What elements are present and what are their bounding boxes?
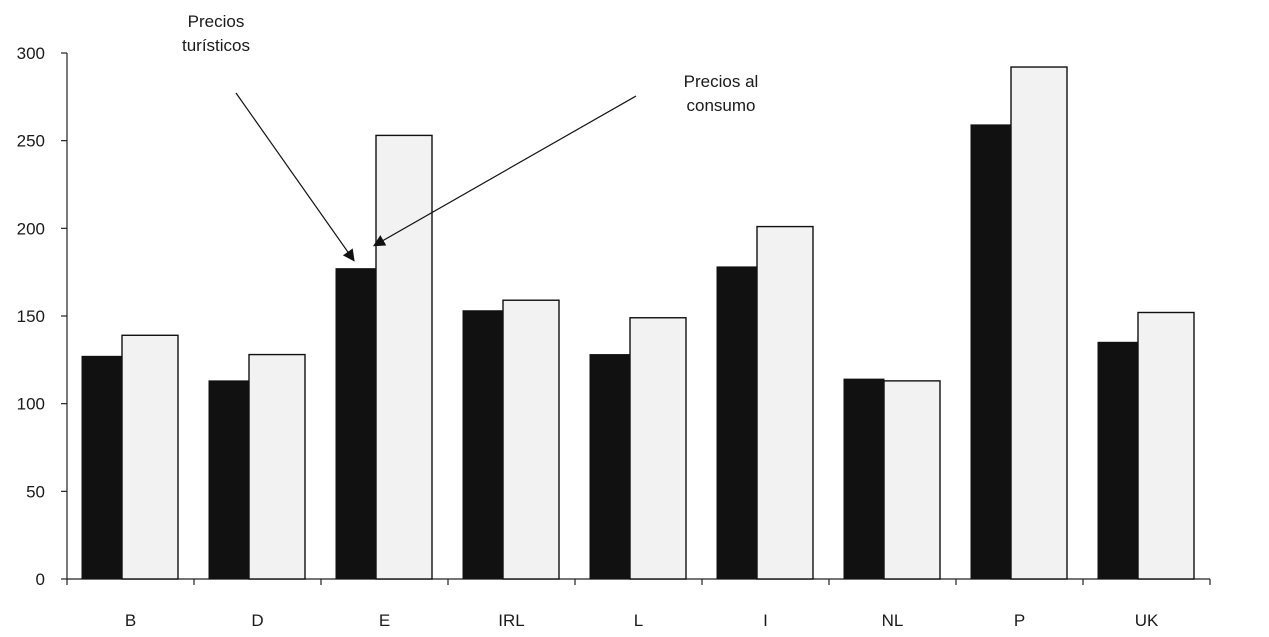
x-category-label: D [251, 611, 263, 630]
bar-B-turisticos [81, 355, 123, 580]
annotations: Precios turísticos Precios al consumo [182, 12, 759, 262]
bar-IRL-consumo [502, 299, 560, 580]
y-tick-label: 200 [17, 219, 45, 238]
bar-L-consumo [629, 317, 687, 580]
y-tick-label: 300 [17, 44, 45, 63]
x-category-label: NL [882, 611, 904, 630]
y-tick-label: 250 [17, 132, 45, 151]
bar-I-turisticos [716, 266, 758, 580]
bar-NL-turisticos [843, 378, 885, 580]
bar-D-turisticos [208, 380, 250, 580]
annotation-text: consumo [687, 96, 756, 115]
bar-B-consumo [121, 334, 179, 580]
x-category-label: IRL [498, 611, 524, 630]
annotation-text: Precios [188, 12, 245, 31]
x-category-label: E [379, 611, 390, 630]
x-category-label: L [634, 611, 643, 630]
bar-E-consumo [375, 134, 433, 580]
bar-D-consumo [248, 353, 306, 580]
y-tick-label: 50 [26, 482, 45, 501]
y-tick-label: 0 [36, 570, 45, 589]
annotation-text: turísticos [182, 36, 250, 55]
bar-UK-turisticos [1097, 341, 1139, 580]
x-category-label: P [1014, 611, 1025, 630]
bar-UK-consumo [1137, 311, 1195, 580]
annotation-text: Precios al [684, 72, 759, 91]
annotation-arrow [372, 95, 637, 247]
bar-P-consumo [1010, 66, 1068, 580]
bar-L-turisticos [589, 354, 631, 580]
bar-IRL-turisticos [462, 310, 504, 580]
y-tick-label: 150 [17, 307, 45, 326]
labels: 0 50 100 150 200 250 300 B D E IRL L I NL P UK [17, 44, 1159, 630]
annotation-arrow [235, 92, 355, 262]
y-tick-label: 100 [17, 395, 45, 414]
x-category-label: B [125, 611, 136, 630]
x-category-label: UK [1135, 611, 1159, 630]
bar-P-turisticos [970, 124, 1012, 580]
bars [81, 66, 1195, 580]
x-category-label: I [763, 611, 768, 630]
bar-NL-consumo [883, 380, 941, 580]
bar-I-consumo [756, 225, 814, 580]
bar-E-turisticos [335, 268, 377, 580]
